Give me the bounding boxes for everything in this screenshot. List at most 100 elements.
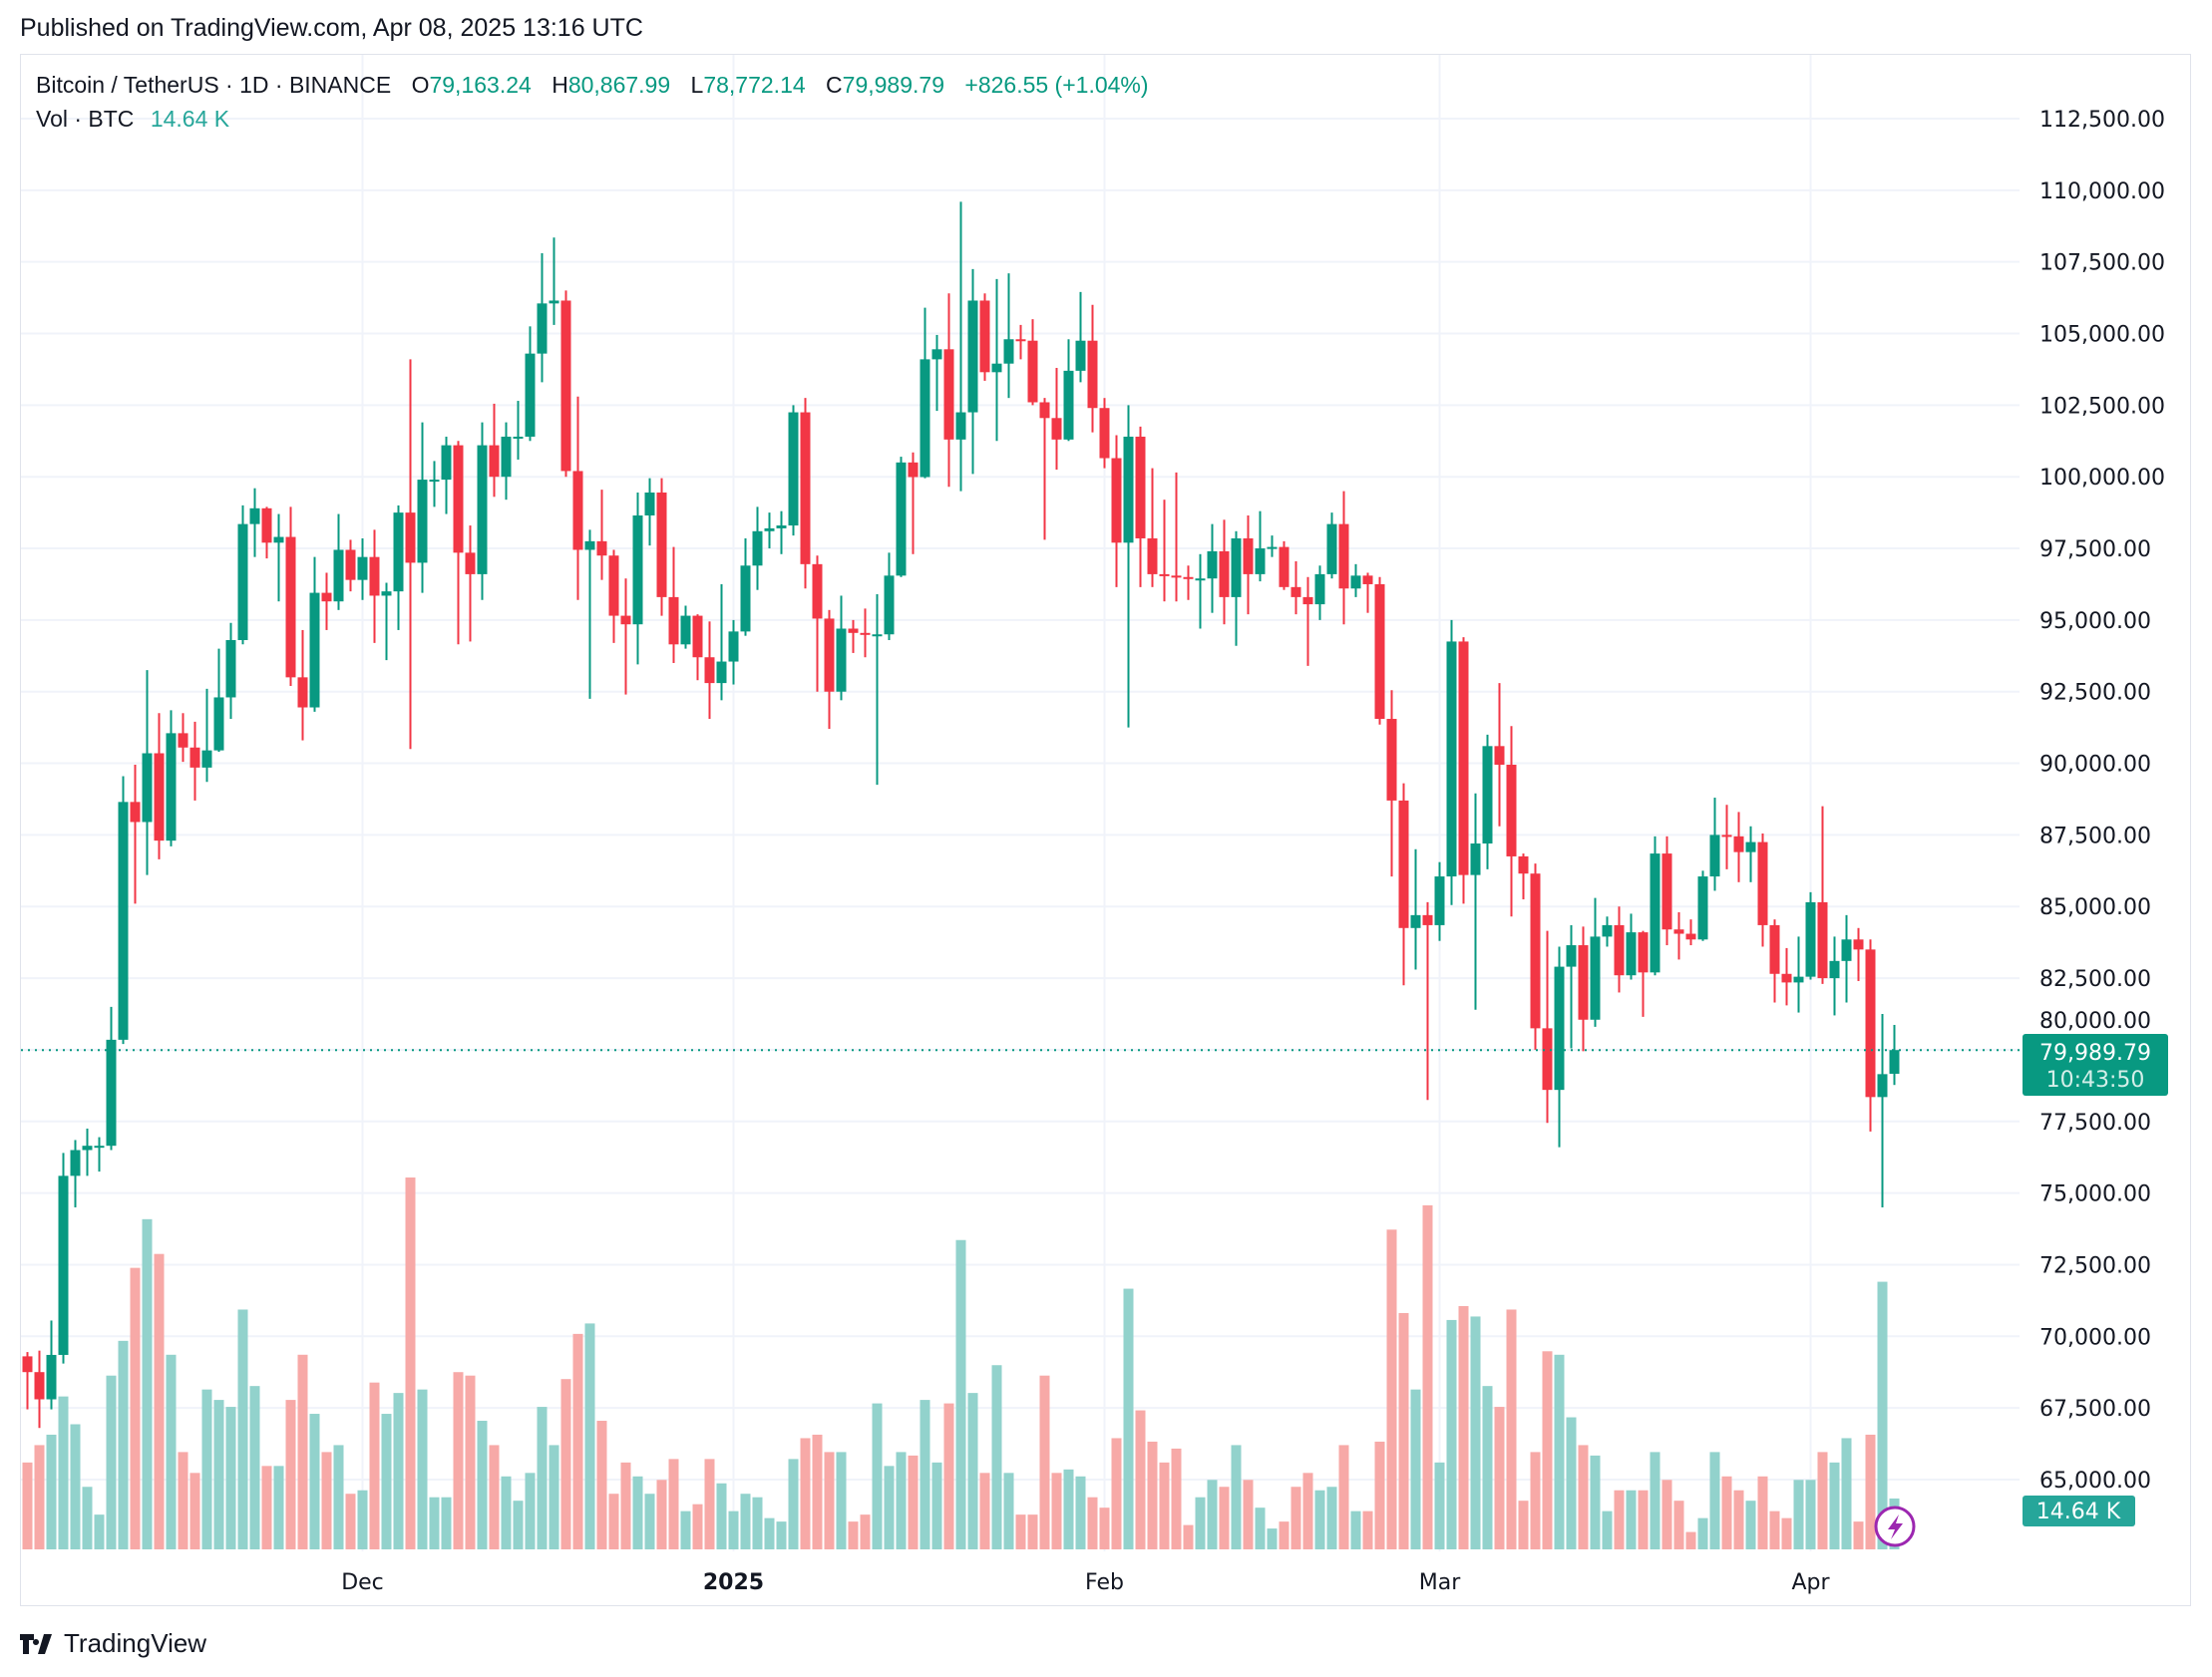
candle[interactable] [1446,619,1457,905]
candle[interactable] [441,436,452,514]
candle[interactable] [309,556,320,712]
candle[interactable] [273,513,284,602]
candle[interactable] [405,359,416,750]
candle[interactable] [848,619,859,653]
candle[interactable] [393,504,404,630]
candle[interactable] [704,621,715,720]
candle[interactable] [261,506,272,559]
candle[interactable] [596,490,607,580]
candle[interactable] [1003,273,1014,399]
candle[interactable] [1267,535,1278,557]
candle[interactable] [1243,514,1254,615]
candle[interactable] [620,578,631,695]
candle[interactable] [812,555,823,692]
candle[interactable] [764,512,775,549]
candle[interactable] [189,721,200,801]
candle[interactable] [465,525,476,642]
candle[interactable] [58,1153,69,1364]
candle[interactable] [1386,690,1397,877]
candle[interactable] [1255,510,1266,582]
candle[interactable] [1027,319,1038,406]
candle[interactable] [94,1137,105,1173]
symbol-name[interactable]: Bitcoin / TetherUS · 1D · BINANCE [36,72,392,98]
candle[interactable] [1482,734,1493,869]
candle[interactable] [1661,836,1672,946]
candle[interactable] [1757,833,1768,947]
candle[interactable] [572,396,583,600]
candle[interactable] [668,546,679,663]
candle[interactable] [728,619,739,685]
candle[interactable] [632,493,643,665]
candle[interactable] [1566,924,1577,1049]
candle[interactable] [549,237,559,325]
candle[interactable] [249,488,260,557]
candle[interactable] [584,529,595,699]
candle[interactable] [800,398,811,589]
candle[interactable] [369,529,380,643]
candle[interactable] [1051,368,1062,471]
candle[interactable] [1350,563,1361,597]
candle[interactable] [1207,523,1218,613]
candle[interactable] [489,403,500,498]
candle[interactable] [1147,468,1158,587]
candle[interactable] [1171,472,1182,602]
candle[interactable] [537,253,548,383]
candle[interactable] [1889,1024,1900,1086]
candle[interactable] [1326,512,1337,579]
candle[interactable] [1159,500,1170,602]
candle[interactable] [1015,324,1026,360]
candle[interactable] [70,1140,81,1207]
candle[interactable] [1279,540,1290,590]
candle[interactable] [201,688,212,783]
candle[interactable] [513,401,524,460]
candle[interactable] [1853,927,1864,981]
candle[interactable] [752,506,763,590]
candle[interactable] [1781,947,1792,1006]
candle[interactable] [1817,806,1828,984]
candle[interactable] [1434,861,1445,941]
candle[interactable] [1099,398,1110,469]
candle[interactable] [836,595,847,701]
candle[interactable] [740,537,751,636]
candle[interactable] [1290,560,1301,615]
candle[interactable] [1673,911,1684,960]
candle[interactable] [967,268,978,475]
candle[interactable] [142,670,153,875]
candle[interactable] [1422,901,1433,1101]
candle[interactable] [357,537,368,600]
candle[interactable] [1219,519,1230,625]
candle[interactable] [896,457,907,577]
candle[interactable] [1805,891,1816,980]
candle[interactable] [130,764,141,904]
candle[interactable] [381,582,392,661]
candle[interactable] [776,510,787,554]
candle[interactable] [788,405,799,536]
candle[interactable] [1410,848,1421,970]
candle[interactable] [46,1320,57,1410]
candle[interactable] [166,710,177,846]
candle[interactable] [1829,936,1840,1016]
candle[interactable] [920,307,930,479]
candle[interactable] [237,504,248,645]
candle[interactable] [1470,793,1481,1010]
candle[interactable] [716,583,727,701]
candle[interactable] [1302,576,1313,666]
candle[interactable] [429,461,440,507]
candle[interactable] [991,278,1002,442]
candle[interactable] [225,622,236,720]
candle[interactable] [1314,565,1325,620]
candle[interactable] [1458,637,1469,904]
candle[interactable] [106,1006,117,1151]
candle[interactable] [1075,291,1086,383]
candle[interactable] [321,572,332,630]
candle[interactable] [178,713,188,763]
candle[interactable] [1650,836,1660,976]
candle[interactable] [1745,826,1756,882]
candle[interactable] [1195,553,1206,629]
candle[interactable] [824,609,835,730]
candle[interactable] [1231,530,1242,646]
candle[interactable] [345,539,356,592]
candle[interactable] [1709,798,1720,891]
candle[interactable] [1841,914,1852,1003]
